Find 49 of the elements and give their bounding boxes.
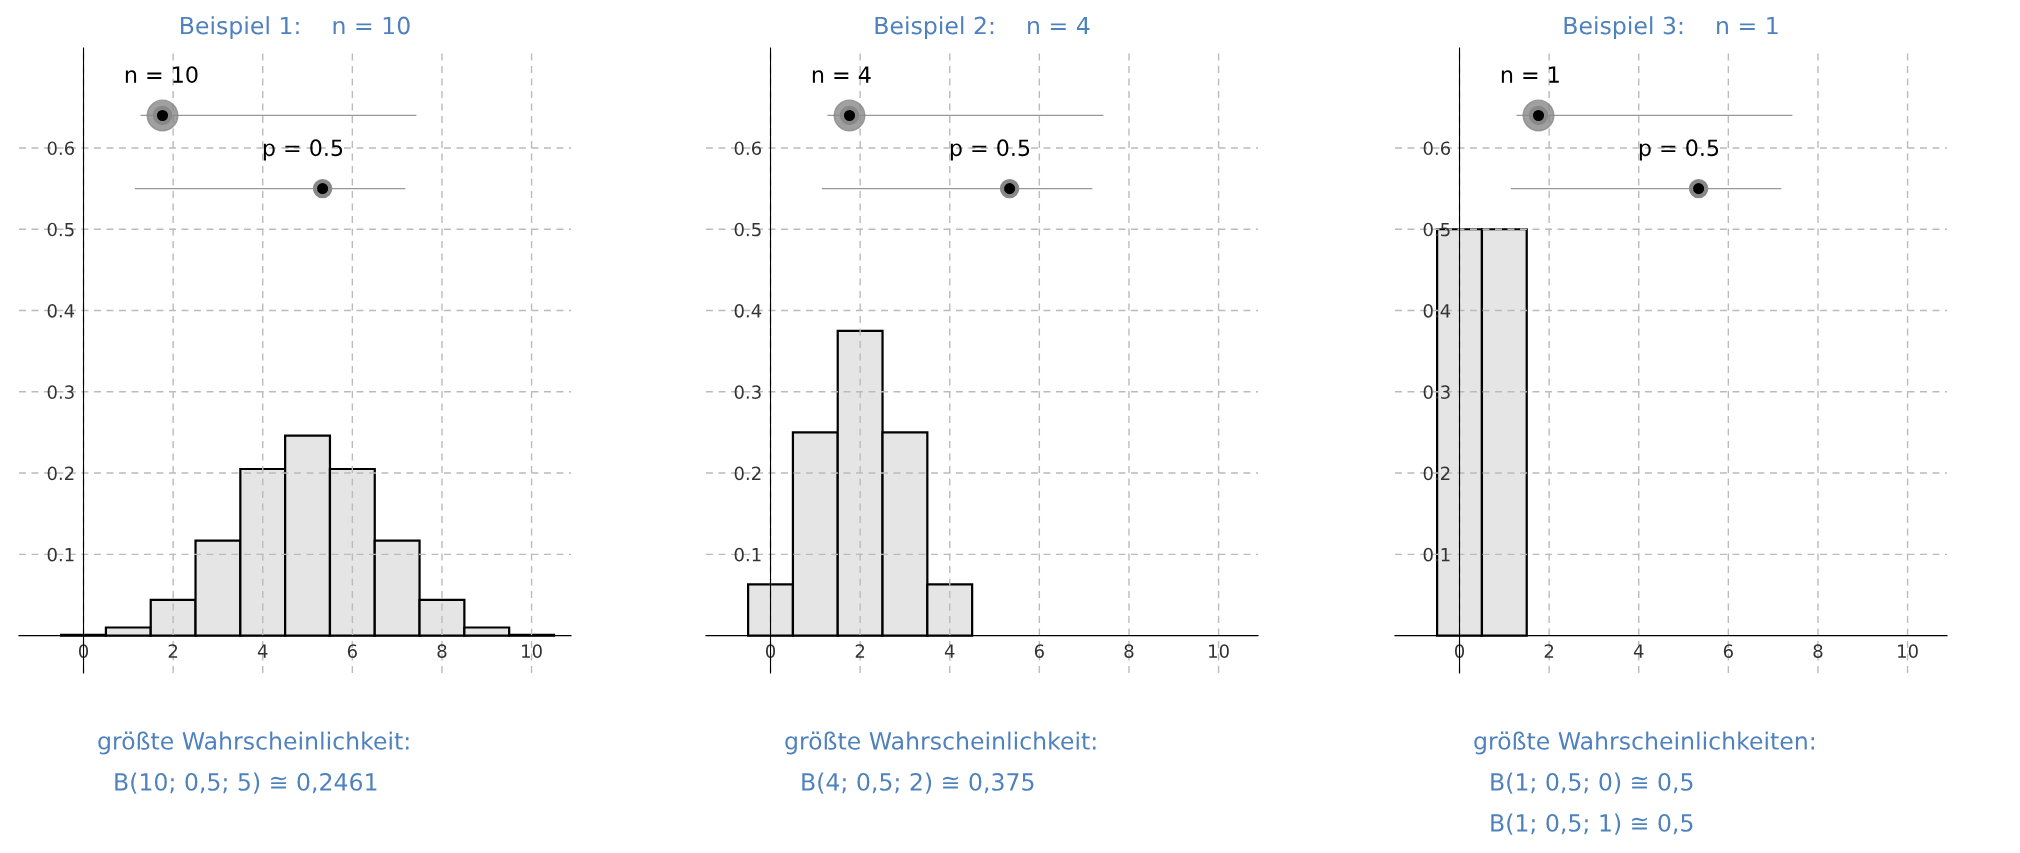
y-tick-label: 0.3 bbox=[47, 385, 74, 399]
chart-title: Beispiel 2: n = 4 bbox=[875, 16, 1090, 40]
y-tick-label: 0.1 bbox=[1423, 547, 1450, 562]
x-tick-label: 8 bbox=[1813, 644, 1823, 658]
annotation: n = 10 bbox=[125, 66, 198, 84]
y-tick-label: 0.4 bbox=[734, 303, 762, 318]
text: B(1; 0,5; 0) ≅ 0,5 bbox=[1491, 772, 1693, 794]
y-tick-label: 0.2 bbox=[1423, 466, 1450, 481]
y-tick-label: 0.5 bbox=[1423, 222, 1450, 237]
chart-title: Beispiel 1: n = 10 bbox=[181, 16, 410, 40]
x-tick-label: 6 bbox=[1034, 644, 1044, 658]
x-tick-label: 8 bbox=[437, 644, 447, 658]
annotation: n = 4 bbox=[812, 66, 871, 83]
y-tick-label: 0.6 bbox=[734, 141, 762, 156]
x-tick-label: 4 bbox=[944, 644, 955, 658]
x-tick-label: 2 bbox=[1544, 644, 1554, 658]
x-tick-label: 8 bbox=[1124, 644, 1134, 658]
x-tick-label: 10 bbox=[1898, 644, 1918, 658]
y-tick-label: 0.3 bbox=[734, 385, 761, 399]
text: B(4; 0,5; 2) ≅ 0,375 bbox=[802, 772, 1034, 794]
x-tick-label: 4 bbox=[1633, 644, 1644, 658]
annotation: p = 0.5 bbox=[950, 139, 1030, 161]
x-tick-label: 4 bbox=[257, 644, 268, 658]
y-tick-label: 0.1 bbox=[734, 547, 761, 562]
y-tick-label: 0.5 bbox=[47, 222, 74, 237]
y-tick-label: 0.4 bbox=[1423, 303, 1451, 318]
y-tick-label: 0.1 bbox=[47, 547, 74, 562]
y-tick-label: 0.6 bbox=[1423, 141, 1451, 156]
y-tick-label: 0.2 bbox=[734, 466, 761, 481]
x-tick-label: 10 bbox=[522, 644, 542, 658]
y-tick-label: 0.3 bbox=[1423, 385, 1450, 399]
x-tick-label: 10 bbox=[1209, 644, 1229, 658]
y-tick-label: 0.4 bbox=[47, 303, 75, 318]
text: größte Wahrscheinlichkeit: bbox=[785, 731, 1096, 755]
y-tick-label: 0.6 bbox=[47, 141, 75, 156]
annotation: n = 1 bbox=[1501, 66, 1559, 83]
x-tick-label: 6 bbox=[347, 644, 357, 658]
text: größte Wahrscheinlichkeit: bbox=[98, 731, 409, 755]
annotation: p = 0.5 bbox=[263, 139, 343, 161]
x-tick-label: 6 bbox=[1723, 644, 1733, 658]
x-tick-label: 2 bbox=[168, 644, 178, 658]
text: B(10; 0,5; 5) ≅ 0,2461 bbox=[115, 772, 377, 794]
y-tick-label: 0.2 bbox=[47, 466, 74, 481]
text: größte Wahrscheinlichkeiten: bbox=[1474, 731, 1814, 755]
y-tick-label: 0.5 bbox=[734, 222, 761, 237]
chart-title: Beispiel 3: n = 1 bbox=[1564, 16, 1778, 40]
annotation: p = 0.5 bbox=[1639, 139, 1719, 161]
x-tick-label: 2 bbox=[855, 644, 865, 658]
text: B(1; 0,5; 1) ≅ 0,5 bbox=[1491, 813, 1693, 835]
